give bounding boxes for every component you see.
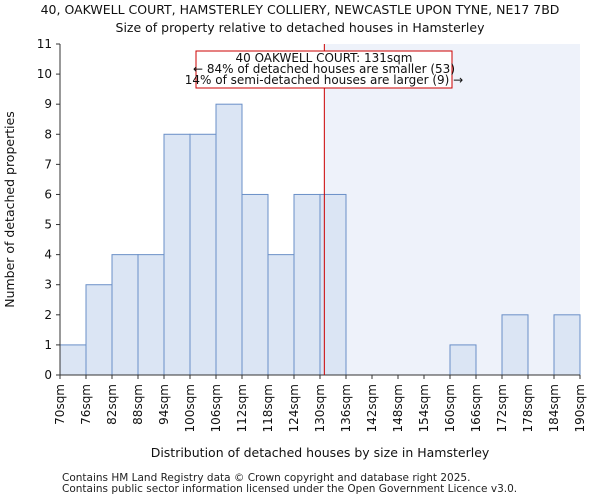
- footer-copyright: Contains HM Land Registry data © Crown c…: [62, 472, 471, 484]
- bar-124sqm: [293, 193, 321, 376]
- bar-106sqm: [215, 103, 243, 376]
- highlight-region: [324, 44, 580, 375]
- annotation-box: 40 OAKWELL COURT: 131sqm ← 84% of detach…: [185, 50, 463, 89]
- bar-82sqm: [111, 254, 139, 376]
- y-tick-label: 6: [44, 187, 52, 201]
- y-tick-label: 0: [44, 368, 52, 382]
- x-tick-label: 148sqm: [391, 384, 405, 432]
- x-tick-label: 124sqm: [287, 384, 301, 432]
- x-tick-label: 118sqm: [261, 384, 275, 432]
- x-tick-label: 166sqm: [469, 384, 483, 432]
- bar-160sqm: [449, 344, 477, 376]
- y-tick-label: 5: [44, 218, 52, 232]
- y-tick-label: 8: [44, 127, 52, 141]
- x-tick-label: 88sqm: [131, 384, 145, 425]
- y-tick-label: 11: [37, 37, 52, 51]
- y-tick-label: 3: [44, 278, 52, 292]
- chart-subtitle: Size of property relative to detached ho…: [115, 20, 485, 35]
- x-tick-label: 136sqm: [339, 384, 353, 432]
- x-tick-label: 184sqm: [547, 384, 561, 432]
- x-tick-label: 142sqm: [365, 384, 379, 432]
- x-tick-label: 70sqm: [53, 384, 67, 425]
- bar-112sqm: [241, 193, 269, 376]
- bar-184sqm: [553, 314, 581, 376]
- x-axis-label: Distribution of detached houses by size …: [151, 445, 490, 460]
- annotation-line-1: 40 OAKWELL COURT: 131sqm: [235, 51, 412, 65]
- annotation-line-2: ← 84% of detached houses are smaller (53…: [193, 62, 455, 76]
- annotation-border: [195, 50, 453, 89]
- bar-172sqm: [501, 314, 529, 376]
- x-tick-label: 82sqm: [105, 384, 119, 425]
- x-tick-label: 112sqm: [235, 384, 249, 432]
- x-tick-label: 106sqm: [209, 384, 223, 432]
- x-tick-label: 190sqm: [573, 384, 587, 432]
- y-tick-label: 2: [44, 308, 52, 322]
- footer-licence: Contains public sector information licen…: [62, 483, 518, 495]
- y-tick-label: 7: [44, 157, 52, 171]
- bar-70sqm: [59, 344, 87, 376]
- y-tick-label: 10: [37, 67, 52, 81]
- y-tick-label: 1: [44, 338, 52, 352]
- x-tick-label: 94sqm: [157, 384, 171, 425]
- histogram-chart: 0 1 2 3 4 5 6 7 8 9 10 11 70sqm 76sqm 82sqm 88sqm 94sqm…: [2, 37, 587, 460]
- y-tick-label: 4: [44, 248, 52, 262]
- x-tick-label: 76sqm: [79, 384, 93, 425]
- x-tick-label: 160sqm: [443, 384, 457, 432]
- x-tick-label: 130sqm: [313, 384, 327, 432]
- x-tick-label: 100sqm: [183, 384, 197, 432]
- y-tick-label: 9: [44, 97, 52, 111]
- bar-118sqm: [267, 254, 295, 376]
- bar-100sqm: [189, 133, 217, 376]
- annotation-line-3: 14% of semi-detached houses are larger (…: [185, 73, 463, 87]
- chart-title: 40, OAKWELL COURT, HAMSTERLEY COLLIERY, …: [40, 2, 560, 17]
- bar-76sqm: [85, 284, 113, 376]
- bar-94sqm: [163, 133, 191, 376]
- x-tick-label: 154sqm: [417, 384, 431, 432]
- bar-88sqm: [137, 254, 165, 376]
- y-axis-label: Number of detached properties: [2, 111, 17, 308]
- x-tick-label: 178sqm: [521, 384, 535, 432]
- x-tick-label: 172sqm: [495, 384, 509, 432]
